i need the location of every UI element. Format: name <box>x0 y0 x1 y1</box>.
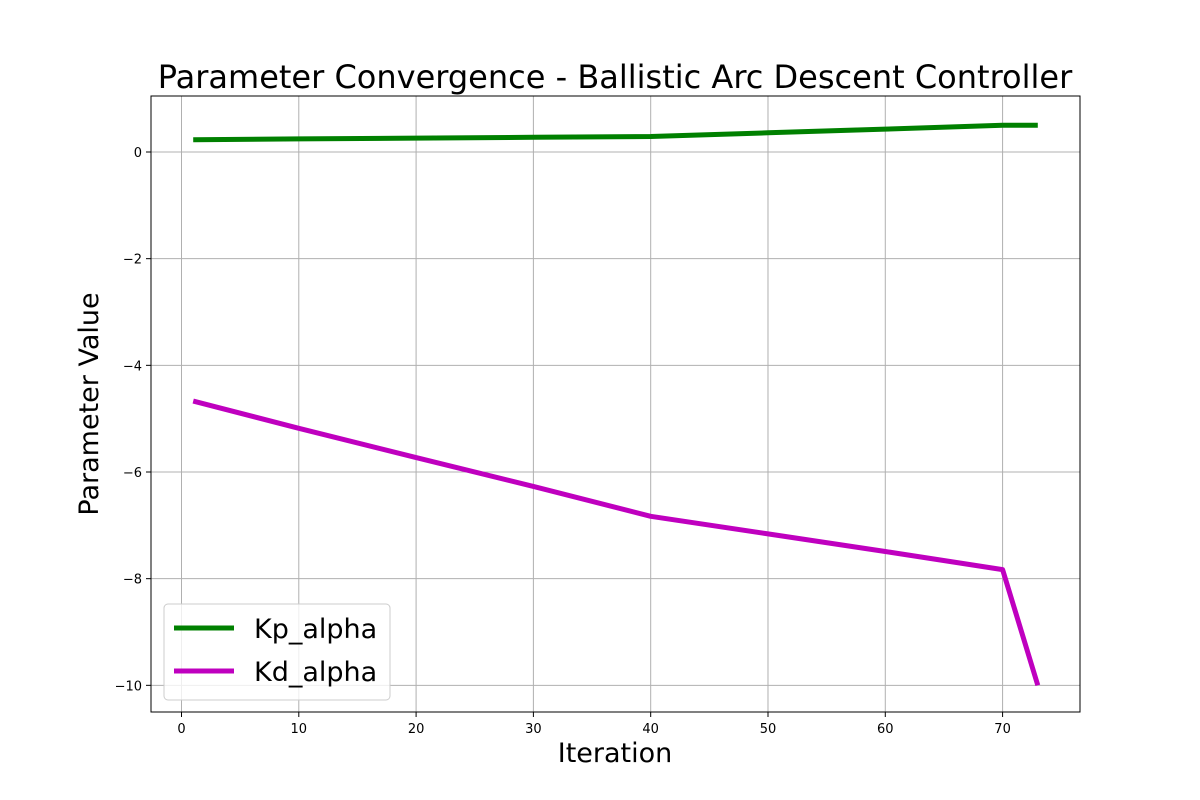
y-tick-label: 0 <box>134 146 142 161</box>
y-tick-label: −6 <box>123 466 142 481</box>
x-tick-label: 30 <box>525 722 542 737</box>
x-tick-label: 20 <box>408 722 425 737</box>
chart-title: Parameter Convergence - Ballistic Arc De… <box>158 58 1073 96</box>
y-tick-label: −2 <box>123 253 142 268</box>
legend: Kp_alpha Kd_alpha <box>163 603 391 701</box>
x-axis-label: Iteration <box>558 738 673 769</box>
series-lines <box>192 122 1041 687</box>
x-tick-label: 60 <box>877 722 894 737</box>
series-line-kd-alpha <box>192 398 1041 687</box>
x-tick-label: 0 <box>177 722 185 737</box>
x-tick-label: 50 <box>760 722 777 737</box>
y-tick-label: −8 <box>123 573 142 588</box>
legend-label: Kd_alpha <box>254 657 377 688</box>
series-line-kp-alpha <box>193 122 1038 143</box>
x-tick-label: 70 <box>994 722 1011 737</box>
y-tick-label: −10 <box>115 679 142 694</box>
grid-lines <box>151 96 1080 712</box>
plot-frame <box>150 95 1081 713</box>
y-tick-label: −4 <box>123 359 142 374</box>
legend-label: Kp_alpha <box>254 614 377 645</box>
x-tick-label: 10 <box>291 722 308 737</box>
y-axis-label: Parameter Value <box>74 292 105 515</box>
x-tick-label: 40 <box>642 722 659 737</box>
axis-ticks: 0 10 20 30 40 50 60 70 0 −2 −4 −6 −8 −10 <box>115 146 1011 737</box>
